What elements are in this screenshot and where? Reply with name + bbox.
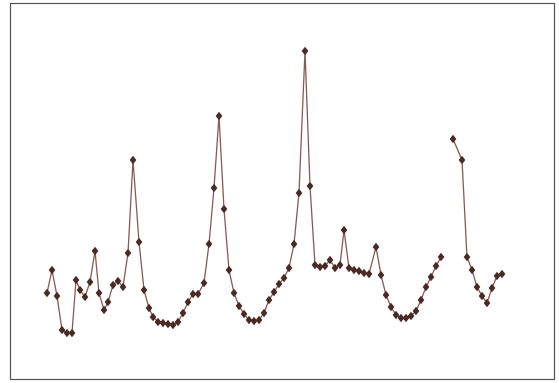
data-point [104, 297, 112, 307]
data-point [149, 312, 157, 322]
data-point [432, 261, 440, 271]
data-point [270, 287, 278, 297]
data-point [43, 288, 51, 298]
plot-frame [9, 2, 556, 381]
data-point [58, 325, 66, 335]
data-point [255, 315, 263, 325]
data-point [240, 309, 248, 319]
data-point [295, 188, 303, 198]
data-point [382, 290, 390, 300]
data-point [290, 239, 298, 249]
data-point [449, 134, 457, 144]
data-point [285, 263, 293, 273]
data-point [154, 317, 162, 327]
data-point [81, 292, 89, 302]
data-point [473, 282, 481, 292]
data-point [468, 265, 476, 275]
data-point [135, 237, 143, 247]
data-point [392, 310, 400, 320]
data-point [159, 318, 167, 328]
data-point [345, 263, 353, 273]
data-point [48, 265, 56, 275]
data-point [350, 265, 358, 275]
data-point [437, 252, 445, 262]
data-point [235, 301, 243, 311]
data-point [422, 282, 430, 292]
data-point [205, 239, 213, 249]
data-point [488, 283, 496, 293]
data-point [355, 266, 363, 276]
data-point [326, 255, 334, 265]
data-point [301, 46, 309, 56]
data-point [100, 305, 108, 315]
data-point [179, 308, 187, 318]
data-point [119, 282, 127, 292]
data-point [86, 277, 94, 287]
data-point [372, 242, 380, 252]
data-point [483, 298, 491, 308]
data-point [316, 262, 324, 272]
data-point [124, 248, 132, 258]
data-point [95, 288, 103, 298]
data-point [169, 320, 177, 330]
data-point [463, 252, 471, 262]
data-point [498, 269, 506, 279]
data-point [387, 302, 395, 312]
data-point [340, 225, 348, 235]
data-point [402, 313, 410, 323]
data-point [458, 155, 466, 165]
data-point [194, 289, 202, 299]
data-point [225, 265, 233, 275]
data-point [68, 328, 76, 338]
data-point [72, 275, 80, 285]
data-point [493, 271, 501, 281]
data-point [417, 295, 425, 305]
data-point [184, 297, 192, 307]
data-point [164, 319, 172, 329]
data-point [220, 204, 228, 214]
data-point [230, 288, 238, 298]
data-point [265, 295, 273, 305]
data-point [250, 316, 258, 326]
data-point [360, 268, 368, 278]
data-point [114, 276, 122, 286]
data-point [200, 278, 208, 288]
data-point [306, 181, 314, 191]
data-point [215, 111, 223, 121]
data-point [427, 272, 435, 282]
data-point [76, 285, 84, 295]
data-point [321, 261, 329, 271]
data-point [365, 269, 373, 279]
data-point [174, 317, 182, 327]
data-point [129, 155, 137, 165]
data-point [140, 285, 148, 295]
data-point [260, 308, 268, 318]
data-point [407, 311, 415, 321]
data-point [412, 306, 420, 316]
data-point [210, 183, 218, 193]
data-point [91, 246, 99, 256]
data-point [478, 291, 486, 301]
data-point [53, 291, 61, 301]
data-point [189, 289, 197, 299]
data-point [275, 279, 283, 289]
plot-area [43, 46, 506, 338]
data-point [397, 313, 405, 323]
data-point [377, 270, 385, 280]
data-point [245, 315, 253, 325]
data-point [109, 280, 117, 290]
data-point [63, 328, 71, 338]
data-point [336, 260, 344, 270]
data-point [145, 303, 153, 313]
data-point [311, 260, 319, 270]
data-point [280, 273, 288, 283]
data-point [331, 263, 339, 273]
